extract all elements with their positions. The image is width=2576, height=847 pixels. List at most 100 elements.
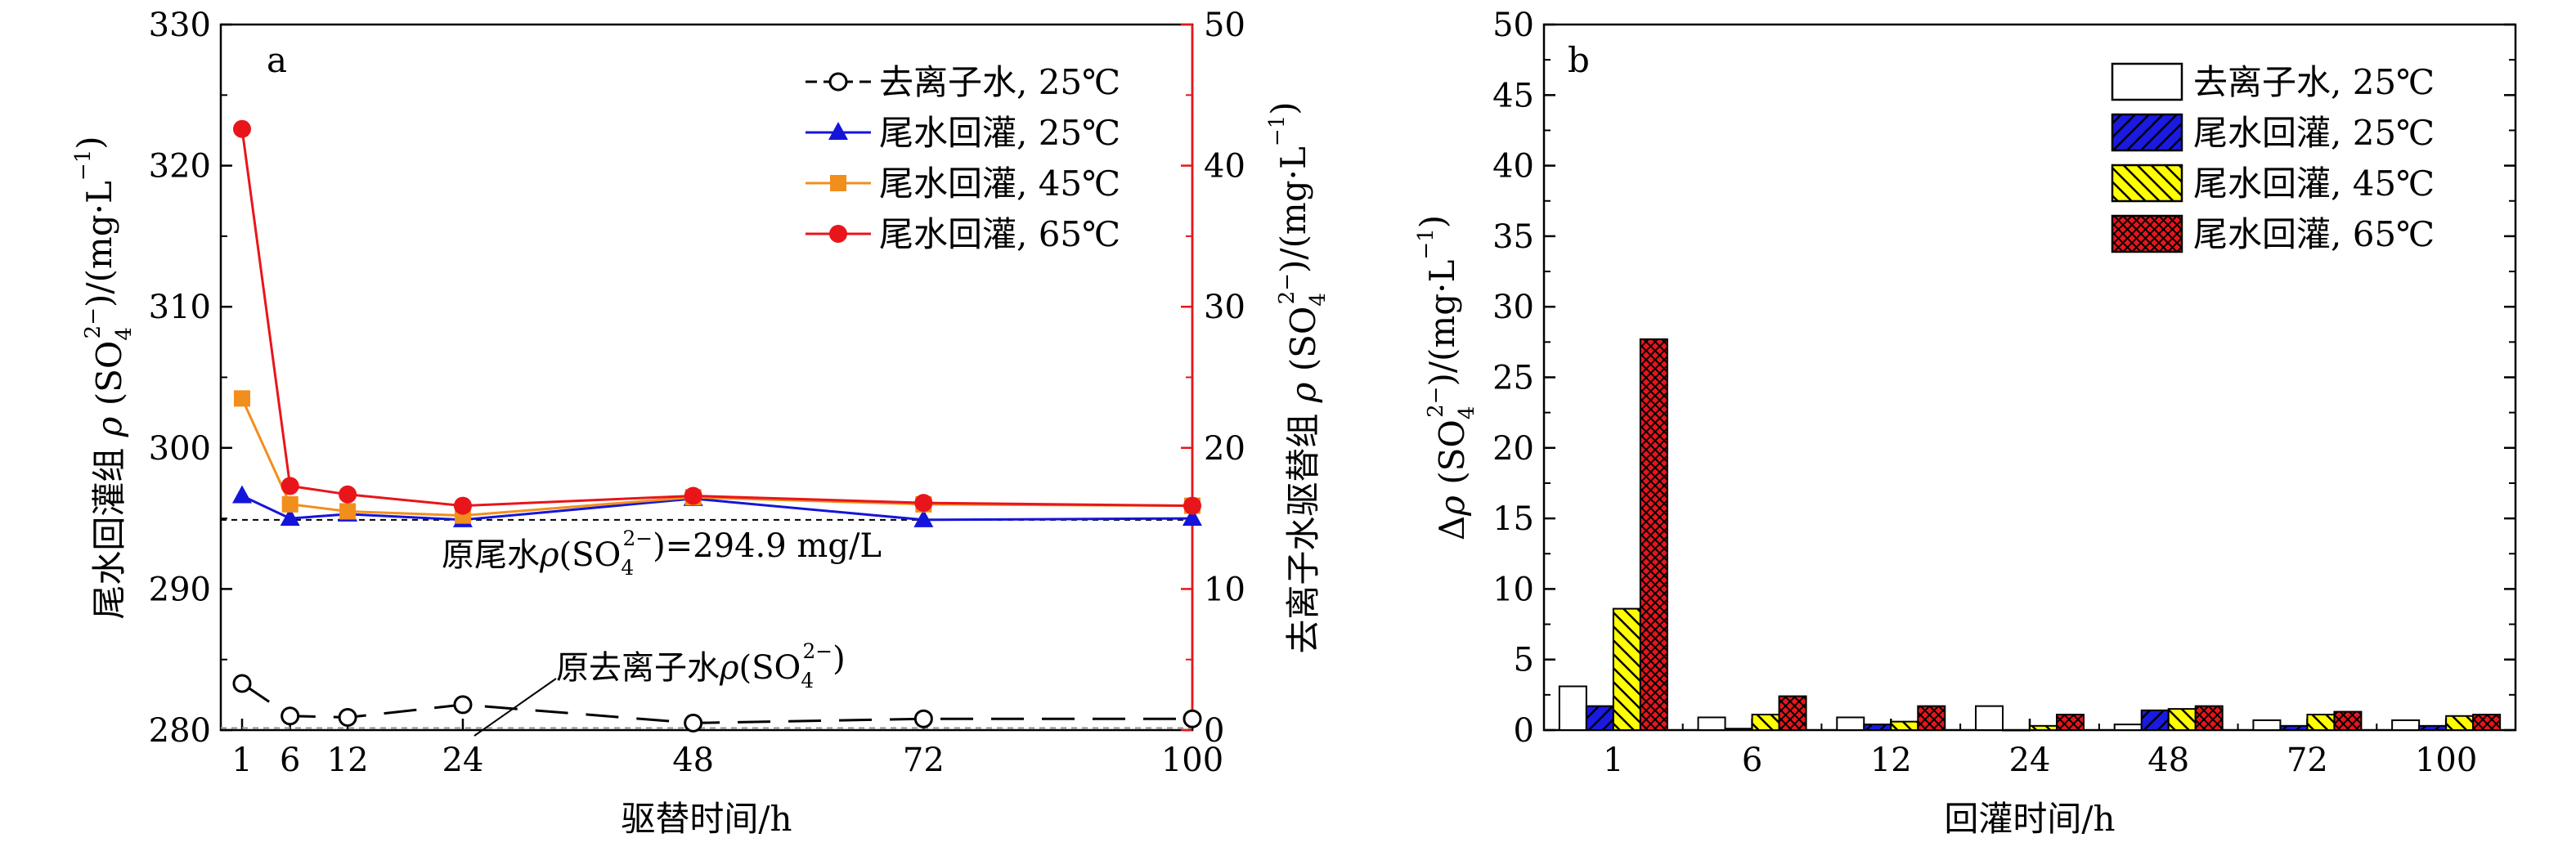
x-tick-label: 6 bbox=[280, 742, 300, 779]
ref-label-deionized: 原去离子水ρ(SO4 2−) bbox=[556, 639, 846, 692]
data-point bbox=[232, 674, 252, 693]
right-tick-label: 10 bbox=[1204, 571, 1245, 608]
x-tick-label: 12 bbox=[327, 742, 369, 779]
legend-swatch bbox=[2111, 62, 2183, 101]
x-tick-label: 24 bbox=[2009, 742, 2051, 779]
left-tick-label: 310 bbox=[149, 289, 211, 326]
label-part: ρ bbox=[539, 536, 559, 574]
label-part: (SO bbox=[1283, 307, 1323, 383]
data-point bbox=[684, 713, 703, 733]
label-part: −1 bbox=[71, 150, 96, 181]
data-point bbox=[280, 477, 299, 495]
left-tick-label: 300 bbox=[149, 430, 211, 468]
y-tick-label: 25 bbox=[1492, 360, 1534, 397]
legend-swatch bbox=[2111, 214, 2183, 253]
series-line bbox=[241, 682, 1192, 724]
y-tick-label: 35 bbox=[1492, 218, 1534, 256]
y-tick-label: 30 bbox=[1492, 289, 1534, 326]
bar bbox=[2194, 705, 2224, 732]
label-part: ) bbox=[1263, 101, 1304, 114]
label-part: )/(mg·L bbox=[1422, 260, 1462, 387]
x-tick-label: 1 bbox=[231, 742, 252, 779]
label-part: 2− bbox=[81, 307, 105, 338]
bar bbox=[2445, 715, 2475, 731]
label-part: 去离子水驱替组 bbox=[1283, 402, 1323, 653]
label-part: ρ bbox=[89, 416, 129, 437]
legend-swatch bbox=[2111, 113, 2183, 152]
data-point bbox=[232, 485, 252, 504]
bar bbox=[1751, 714, 1780, 731]
data-point bbox=[280, 706, 300, 726]
label-part: (SO bbox=[559, 536, 622, 574]
x-axis-title-a: 驱替时间/h bbox=[621, 799, 792, 839]
right-tick-label: 0 bbox=[1204, 712, 1224, 750]
bar bbox=[1724, 728, 1753, 731]
bar bbox=[2306, 714, 2336, 731]
right-tick-label: 50 bbox=[1204, 7, 1245, 44]
panel-a-line-chart: 280 290 300 310 320 330 0 10 20 30 40 50 1 6 12 24 48 72 1… bbox=[70, 7, 1330, 839]
x-tick-label: 48 bbox=[2147, 742, 2189, 779]
label-part: ) bbox=[70, 136, 110, 149]
x-tick-label: 100 bbox=[1161, 742, 1223, 779]
label-part: 4 bbox=[1306, 293, 1331, 307]
right-tick-label: 30 bbox=[1204, 289, 1245, 326]
legend-label: 尾水回灌, 45℃ bbox=[879, 164, 1120, 204]
x-tick-label: 1 bbox=[1603, 742, 1623, 779]
left-tick-label: 290 bbox=[149, 571, 211, 608]
bar bbox=[2056, 714, 2085, 731]
bar bbox=[2252, 719, 2282, 732]
x-axis-title-b: 回灌时间/h bbox=[1944, 799, 2115, 839]
panel-label-a: a bbox=[267, 40, 287, 80]
x-tick-label: 12 bbox=[1870, 742, 1912, 779]
x-tick-label: 72 bbox=[903, 742, 945, 779]
data-point bbox=[338, 707, 357, 727]
bar bbox=[1612, 607, 1641, 732]
data-point bbox=[913, 709, 933, 728]
ref-label-tailwater: 原尾水ρ(SO4 2−)=294.9 mg/L bbox=[442, 527, 882, 580]
panel-b-bar-chart: 0 5 10 15 20 25 30 35 40 45 50 1 6 12 24 48 72 100 去离子水, 2… bbox=[1412, 7, 2517, 839]
right-tick-label: 40 bbox=[1204, 148, 1245, 186]
label-part: 2− bbox=[803, 639, 833, 663]
label-part: ρ bbox=[719, 649, 739, 687]
label-part: (SO bbox=[1432, 419, 1472, 495]
legend-marker bbox=[828, 72, 848, 92]
bar bbox=[2002, 729, 2031, 732]
label-part: 4 bbox=[112, 327, 137, 341]
left-tick-label: 330 bbox=[149, 7, 211, 44]
data-point bbox=[913, 509, 934, 527]
legend-label: 去离子水, 25℃ bbox=[2193, 62, 2435, 102]
label-part: 尾水回灌组 bbox=[89, 437, 129, 619]
label-part: )/(mg·L bbox=[1273, 146, 1313, 273]
label-part: 2− bbox=[1275, 273, 1299, 304]
label-part: 原去离子水 bbox=[556, 649, 720, 687]
legend-label: 尾水回灌, 25℃ bbox=[879, 113, 1120, 153]
y-tick-label: 10 bbox=[1492, 571, 1534, 608]
legend-swatch bbox=[2111, 164, 2183, 203]
label-part: 4 bbox=[621, 556, 634, 580]
legend-marker bbox=[828, 122, 848, 140]
data-point bbox=[453, 496, 472, 515]
data-point bbox=[339, 485, 357, 504]
label-part: ρ bbox=[1432, 495, 1472, 517]
label-part: )=294.9 mg/L bbox=[653, 527, 882, 565]
bar bbox=[2333, 710, 2363, 732]
label-part: (SO bbox=[89, 341, 129, 417]
data-point bbox=[914, 494, 933, 513]
label-part: 2− bbox=[1424, 386, 1448, 417]
legend-label: 尾水回灌, 25℃ bbox=[2193, 113, 2435, 153]
y-tick-label: 15 bbox=[1492, 500, 1534, 538]
bar bbox=[1697, 716, 1726, 732]
data-point bbox=[1183, 496, 1201, 515]
bar bbox=[1585, 705, 1614, 732]
legend-label: 去离子水, 25℃ bbox=[879, 62, 1120, 102]
label-part: −1 bbox=[1265, 115, 1290, 146]
label-part: ) bbox=[832, 640, 846, 678]
bar bbox=[2029, 724, 2058, 732]
legend-label: 尾水回灌, 65℃ bbox=[2193, 214, 2435, 254]
bar bbox=[2418, 724, 2448, 732]
data-point bbox=[684, 486, 702, 505]
label-part: ρ bbox=[1283, 382, 1323, 403]
data-point bbox=[1183, 709, 1202, 728]
y-axis-title-left: 尾水回灌组 ρ (SO4 2−)/(mg·L−1) bbox=[70, 136, 136, 619]
